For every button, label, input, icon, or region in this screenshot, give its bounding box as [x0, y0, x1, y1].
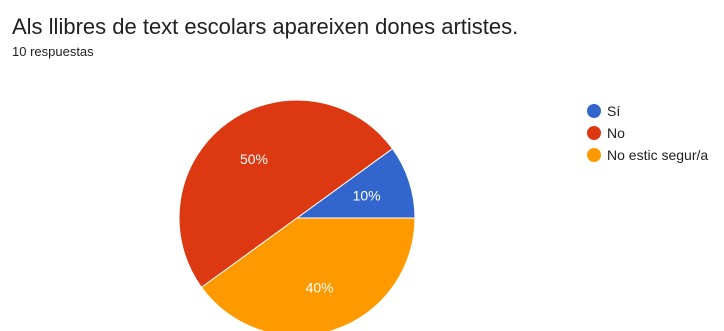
- legend-label: Sí: [607, 103, 621, 119]
- pie-slice-3[interactable]: [200, 217, 416, 331]
- slice-value-label: 40%: [306, 280, 334, 296]
- legend-item-no-estic-segur[interactable]: No estic segur/a: [587, 144, 708, 166]
- response-count: 10 respuestas: [12, 44, 94, 59]
- pie-slice-1[interactable]: [295, 147, 416, 219]
- legend-dot-icon: [587, 126, 601, 140]
- pie-slice-2[interactable]: [178, 99, 394, 289]
- legend-label: No: [607, 125, 625, 141]
- chart-legend: Sí No No estic segur/a: [587, 100, 708, 166]
- legend-item-si[interactable]: Sí: [587, 100, 708, 122]
- question-title: Als llibres de text escolars apareixen d…: [12, 14, 519, 39]
- slice-value-label: 50%: [240, 151, 268, 167]
- legend-label: No estic segur/a: [607, 147, 709, 163]
- pie-slices: [178, 99, 416, 331]
- slice-value-label: 10%: [353, 187, 381, 203]
- pie-labels: 10% 50% 40%: [240, 151, 381, 296]
- legend-dot-icon: [587, 104, 601, 118]
- legend-item-no[interactable]: No: [587, 122, 708, 144]
- legend-dot-icon: [587, 148, 601, 162]
